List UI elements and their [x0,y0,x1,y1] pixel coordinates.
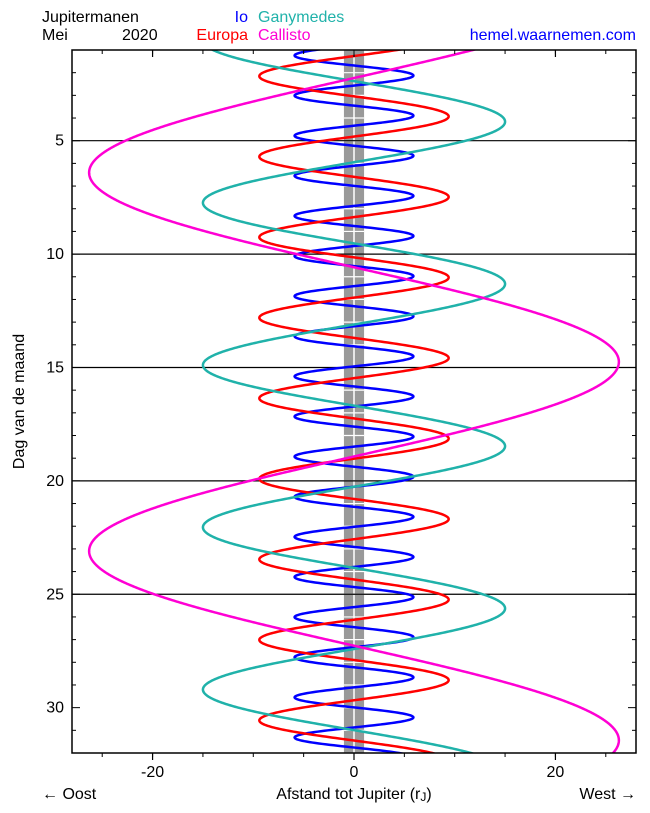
x-tick-label: -20 [141,764,164,781]
x-tick-label: 0 [350,764,359,781]
legend-callisto: Callisto [258,27,311,44]
title-year: 2020 [122,27,158,44]
legend-ganymedes: Ganymedes [258,9,344,26]
title-line1: Jupitermanen [42,9,139,26]
y-axis-label: Dag van de maand [11,334,28,469]
legend-io: Io [235,9,248,26]
legend-europa: Europa [196,27,248,44]
y-tick-label: 5 [55,133,64,150]
footer-east: ← Oost [42,786,97,803]
y-tick-label: 20 [46,473,64,490]
title-month: Mei [42,27,68,44]
footer-west: West → [579,786,636,803]
y-tick-label: 15 [46,359,64,376]
y-tick-label: 10 [46,246,64,263]
chart-svg: -20 0 20 5 10 15 20 25 30 Afstand tot Jupiter (rJ… [0,0,650,813]
y-tick-label: 30 [46,700,64,717]
source-link[interactable]: hemel.waarnemen.com [470,27,636,44]
y-tick-label: 25 [46,586,64,603]
x-axis-label: Afstand tot Jupiter (rJ) [276,786,431,804]
chart-container: -20 0 20 5 10 15 20 25 30 Afstand tot Jupiter (rJ… [0,0,650,813]
x-tick-label: 20 [547,764,565,781]
